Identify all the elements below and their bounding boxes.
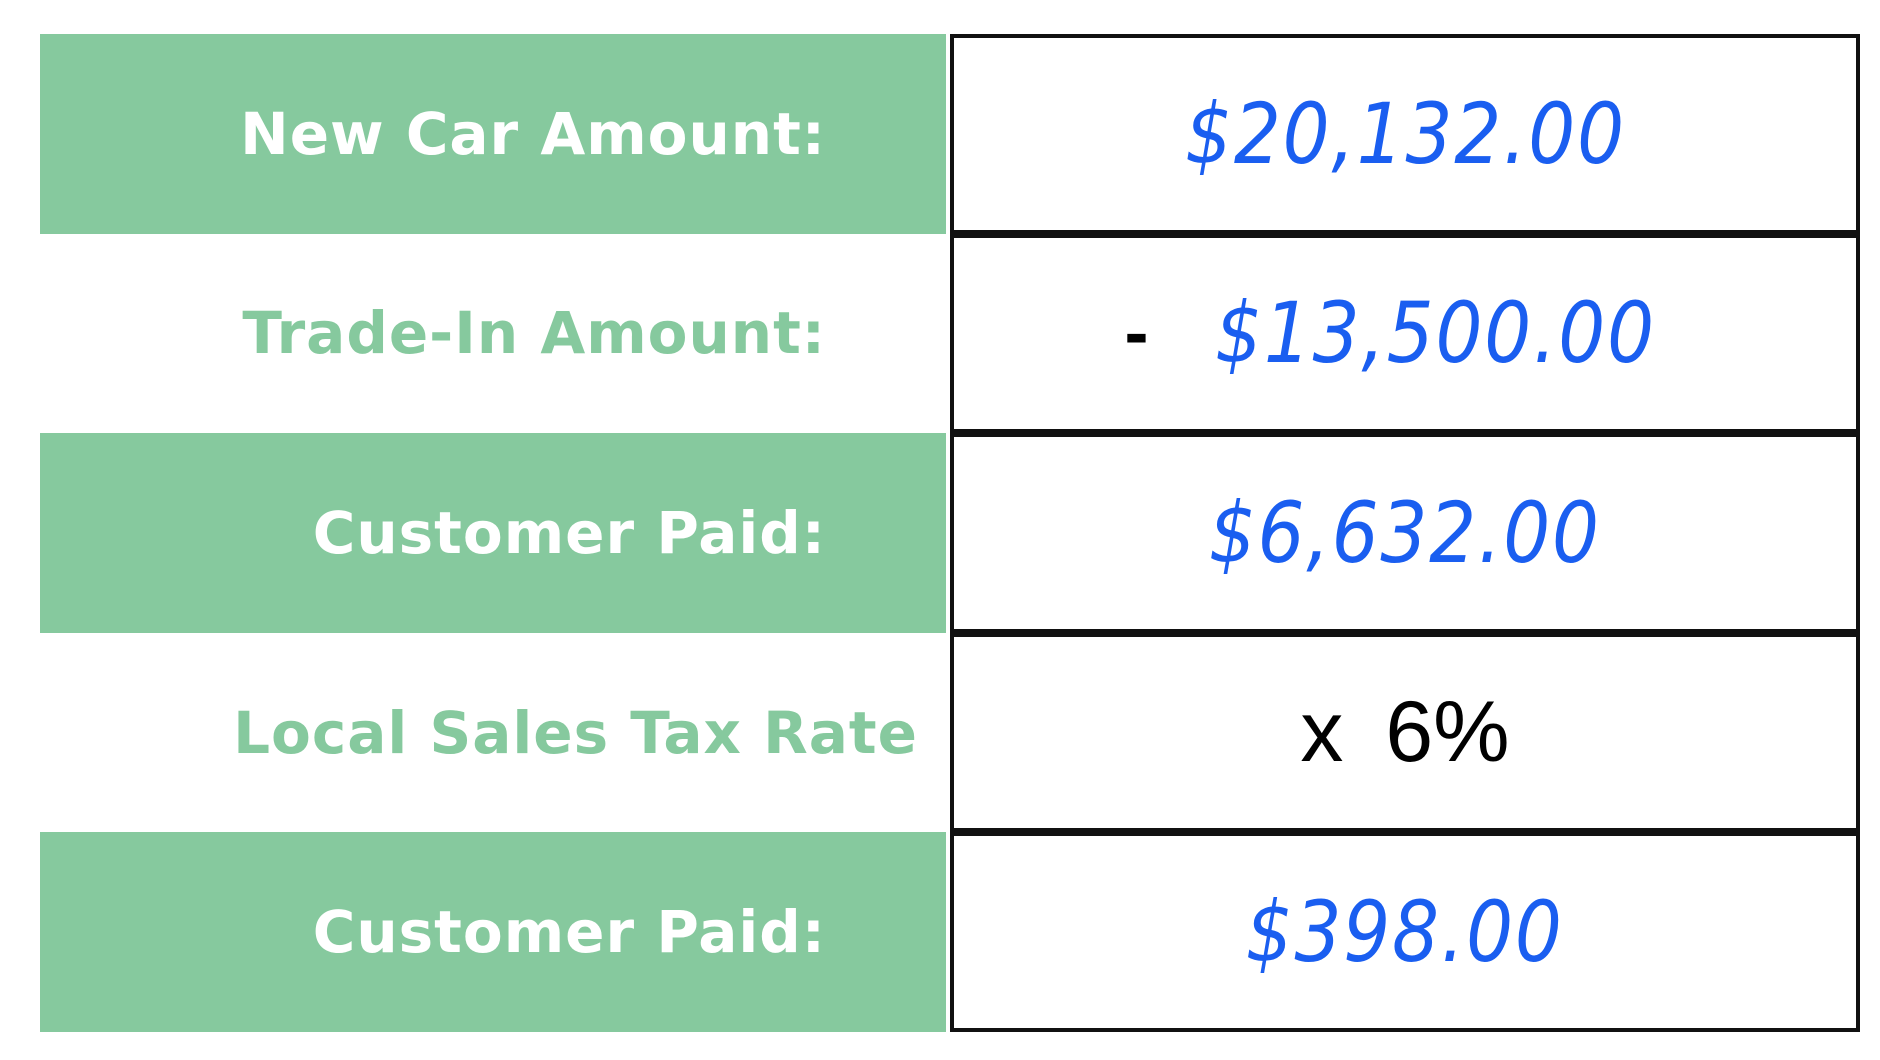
trade-in-amount-value: $13,500.00 [1214,284,1656,383]
customer-paid-tax-cell: $398.00 [950,832,1860,1032]
trade-in-amount-cell: - $13,500.00 [950,233,1860,434]
customer-paid-label: Customer Paid: [40,433,946,633]
customer-paid-cell: $6,632.00 [950,433,1860,633]
trade-in-amount-label: Trade-In Amount: [40,233,946,434]
customer-paid-value: $6,632.00 [1208,483,1602,582]
table-row: Local Sales Tax Rate x 6% [40,632,1860,833]
table-row: Customer Paid: $398.00 [40,832,1860,1032]
table-row: Trade-In Amount: - $13,500.00 [40,233,1860,434]
customer-paid-tax-value: $398.00 [1245,883,1565,982]
table-row: Customer Paid: $6,632.00 [40,433,1860,633]
new-car-amount-cell: $20,132.00 [950,34,1860,234]
tax-rate-expression: x 6% [1300,683,1509,782]
local-sales-tax-rate-label: Local Sales Tax Rate [40,632,946,833]
multiply-operator: x [1300,684,1344,781]
minus-sign: - [1124,293,1149,374]
customer-paid-tax-label: Customer Paid: [40,832,946,1032]
new-car-amount-label: New Car Amount: [40,34,946,234]
tax-rate-cell: x 6% [950,632,1860,833]
tax-calculation-table: New Car Amount: $20,132.00 Trade-In Amou… [40,34,1860,1032]
table-row: New Car Amount: $20,132.00 [40,34,1860,234]
tax-rate-value: 6% [1385,684,1510,781]
new-car-amount-value: $20,132.00 [1184,84,1626,183]
